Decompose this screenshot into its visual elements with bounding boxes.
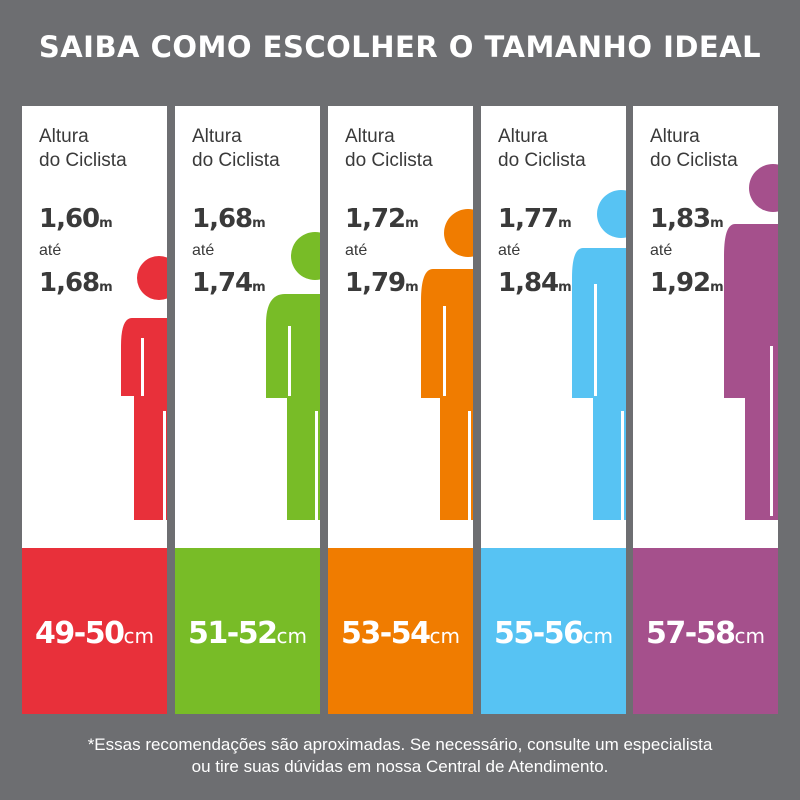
cyclist-height-label: Altura do Ciclista [498, 126, 586, 171]
frame-size-block: 49-50cm [22, 548, 167, 714]
cyclist-silhouette-icon [266, 232, 320, 521]
size-card: Altura do Ciclista 1,72m até 1,79m 53-54… [328, 106, 473, 714]
cyclist-height-label: Altura do Ciclista [39, 126, 127, 171]
page-title: SAIBA COMO ESCOLHER O TAMANHO IDEAL [38, 30, 762, 64]
frame-size: 51-52cm [188, 616, 307, 651]
height-max: 1,79m [345, 268, 419, 298]
height-between: até [192, 242, 215, 259]
cyclist-height-label: Altura do Ciclista [192, 126, 280, 171]
height-max: 1,74m [192, 268, 266, 298]
frame-size: 55-56cm [494, 616, 613, 651]
frame-size: 57-58cm [646, 616, 765, 651]
height-max: 1,68m [39, 268, 113, 298]
height-between: até [345, 242, 368, 259]
cyclist-height-label: Altura do Ciclista [650, 126, 738, 171]
cyclist-silhouette-icon [572, 190, 626, 521]
cyclist-silhouette-icon [724, 164, 778, 520]
disclaimer-footnote: *Essas recomendações são aproximadas. Se… [87, 735, 713, 776]
frame-size-block: 53-54cm [328, 548, 473, 714]
frame-size: 49-50cm [35, 616, 154, 651]
frame-size-block: 57-58cm [633, 548, 778, 714]
cyclist-silhouette-icon [121, 256, 167, 521]
size-card: Altura do Ciclista 1,68m até 1,74m 51-52… [175, 106, 320, 714]
cyclist-silhouette-icon [421, 209, 473, 521]
height-between: até [39, 242, 62, 259]
height-between: até [650, 242, 673, 259]
size-card: Altura do Ciclista 1,83m até 1,92m 57-58… [633, 106, 778, 714]
height-between: até [498, 242, 521, 259]
height-max: 1,92m [650, 268, 724, 298]
height-min: 1,60m [39, 204, 113, 234]
height-max: 1,84m [498, 268, 572, 298]
height-min: 1,83m [650, 204, 724, 234]
height-min: 1,68m [192, 204, 266, 234]
frame-size-block: 55-56cm [481, 548, 626, 714]
size-card: Altura do Ciclista 1,60m até 1,68m 49-50… [22, 106, 167, 714]
height-min: 1,77m [498, 204, 572, 234]
size-card: Altura do Ciclista 1,77m até 1,84m 55-56… [481, 106, 626, 714]
height-min: 1,72m [345, 204, 419, 234]
frame-size: 53-54cm [341, 616, 460, 651]
frame-size-block: 51-52cm [175, 548, 320, 714]
cyclist-height-label: Altura do Ciclista [345, 126, 433, 171]
